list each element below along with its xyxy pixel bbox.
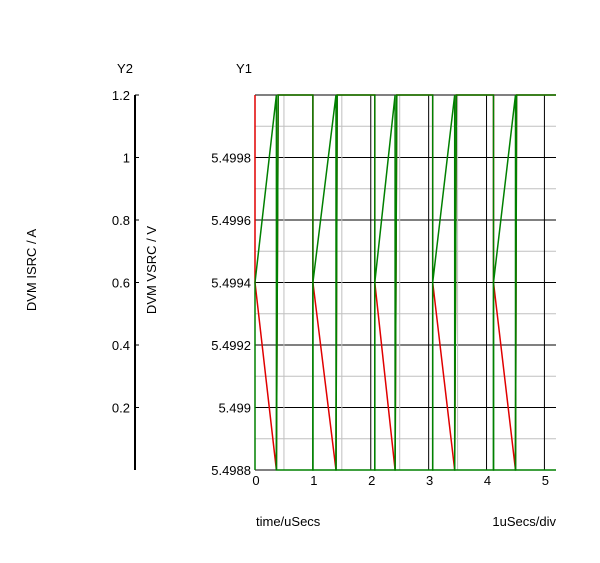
x-tick-labels: 0 1 2 3 4 5 (252, 473, 549, 488)
y1-tick-label: 5.4998 (211, 151, 251, 166)
x-tick-label: 0 (252, 473, 259, 488)
x-tick-label: 3 (426, 473, 433, 488)
y2-axis: 0.2 0.4 0.6 0.8 1 1.2 (112, 88, 139, 470)
y2-tick-label: 0.4 (112, 338, 130, 353)
y1-axis-name: Y1 (236, 61, 252, 76)
grid (255, 94, 556, 471)
y1-tick-label: 5.4994 (211, 276, 251, 291)
x-scale-label: 1uSecs/div (492, 514, 556, 529)
y2-tick-label: 0.8 (112, 213, 130, 228)
y2-tick-label: 0.6 (112, 276, 130, 291)
y2-axis-label: DVM ISRC / A (24, 229, 39, 312)
y1-tick-label: 5.4988 (211, 463, 251, 478)
y1-tick-label: 5.499 (218, 401, 251, 416)
y2-tick-label: 1 (123, 151, 130, 166)
x-tick-label: 5 (542, 473, 549, 488)
y2-tick-label: 0.2 (112, 401, 130, 416)
series-layer (254, 94, 556, 471)
y2-axis-name: Y2 (117, 61, 133, 76)
y1-axis-label: DVM VSRC / V (144, 226, 159, 314)
y1-tick-label: 5.4996 (211, 213, 251, 228)
x-tick-label: 2 (368, 473, 375, 488)
x-tick-label: 4 (484, 473, 491, 488)
y1-tick-label: 5.4992 (211, 338, 251, 353)
x-tick-label: 1 (310, 473, 317, 488)
y2-tick-label: 1.2 (112, 88, 130, 103)
x-axis-label: time/uSecs (256, 514, 321, 529)
series-line-2 (275, 94, 556, 471)
y1-tick-labels: 5.4988 5.499 5.4992 5.4994 5.4996 5.4998 (211, 151, 251, 479)
